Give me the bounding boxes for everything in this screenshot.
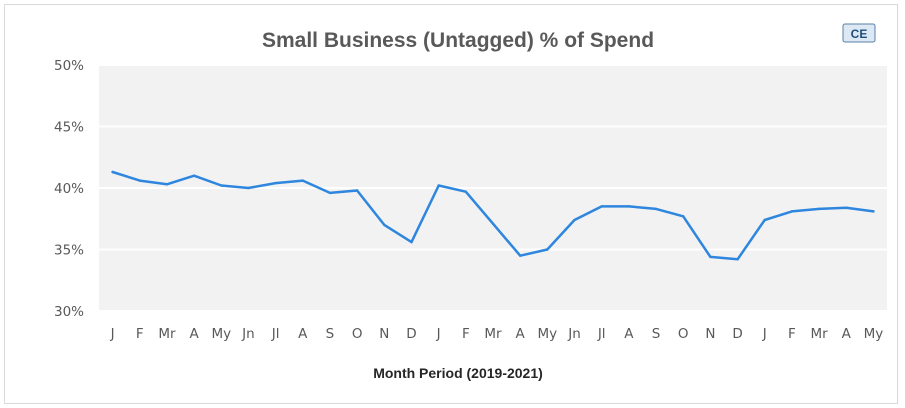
ce-badge-label: CE: [851, 27, 868, 41]
data-point: [682, 215, 685, 218]
chart-title: Small Business (Untagged) % of Spend: [262, 29, 654, 52]
data-point: [138, 179, 141, 182]
series-layer: [111, 170, 875, 261]
x-tick-label: A: [516, 326, 526, 342]
data-point: [546, 248, 549, 251]
x-tick-label: Mr: [484, 326, 502, 342]
data-point: [600, 205, 603, 208]
x-tick-label: J: [110, 326, 115, 342]
x-tick-label: Mr: [158, 326, 176, 342]
x-tick-label: F: [462, 326, 470, 342]
x-tick-label: D: [732, 326, 742, 342]
x-tick-label: O: [352, 326, 363, 342]
data-point: [654, 207, 658, 211]
gridlines: [99, 64, 887, 312]
y-tick-label: 50%: [54, 58, 84, 74]
y-tick-label: 40%: [54, 181, 84, 197]
data-point: [518, 254, 522, 257]
data-point: [763, 218, 766, 222]
x-tick-label: A: [624, 326, 634, 342]
x-tick-label: S: [652, 326, 661, 342]
x-tick-label: Jn: [241, 326, 255, 342]
data-point: [491, 222, 495, 225]
y-axis-ticks: 30% 35% 40% 45% 50%: [54, 58, 84, 320]
x-tick-label: Jl: [597, 326, 606, 342]
x-tick-label: O: [678, 326, 689, 342]
x-tick-label: Jl: [271, 326, 280, 342]
y-tick-label: 30%: [54, 304, 84, 320]
data-point: [355, 189, 359, 192]
x-tick-label: A: [189, 326, 199, 342]
data-point: [410, 240, 413, 244]
data-point: [192, 174, 196, 177]
data-point: [220, 184, 223, 187]
data-point: [736, 258, 739, 261]
x-tick-label: J: [762, 326, 767, 342]
x-tick-label: My: [864, 326, 884, 342]
data-point: [790, 210, 794, 213]
data-point: [165, 183, 169, 186]
data-point: [274, 181, 277, 185]
data-point: [301, 179, 304, 182]
x-tick-label: N: [705, 326, 715, 342]
x-tick-label: F: [136, 326, 144, 342]
x-tick-label: S: [326, 326, 335, 342]
y-tick-label: 45%: [54, 120, 84, 136]
data-point: [845, 206, 848, 209]
y-tick-label: 35%: [54, 243, 84, 259]
x-tick-label: My: [211, 326, 231, 342]
ce-badge[interactable]: CE: [842, 23, 876, 43]
x-tick-label: A: [298, 326, 308, 342]
data-point: [383, 223, 386, 227]
x-tick-label: Jn: [567, 326, 581, 342]
x-tick-label: A: [842, 326, 852, 342]
ce-badge-box: [842, 23, 876, 43]
data-point: [247, 186, 250, 190]
x-tick-label: Mr: [810, 326, 828, 342]
data-point: [464, 190, 468, 193]
data-point: [328, 191, 332, 195]
x-tick-label: J: [436, 326, 441, 342]
data-point: [627, 205, 631, 208]
x-tick-label: N: [379, 326, 389, 342]
data-point: [437, 184, 440, 187]
data-point: [817, 207, 821, 211]
x-tick-label: My: [538, 326, 558, 342]
x-tick-label: D: [406, 326, 416, 342]
x-tick-label: F: [788, 326, 796, 342]
data-point: [573, 218, 576, 222]
x-axis-title: Month Period (2019-2021): [373, 365, 543, 381]
data-point: [111, 170, 114, 174]
data-point: [709, 255, 712, 259]
x-axis-ticks: J F Mr A My Jn Jl A S O N D J F Mr A My Jn Jl A S O N D J F Mr A My: [110, 326, 884, 342]
data-point: [872, 210, 875, 213]
